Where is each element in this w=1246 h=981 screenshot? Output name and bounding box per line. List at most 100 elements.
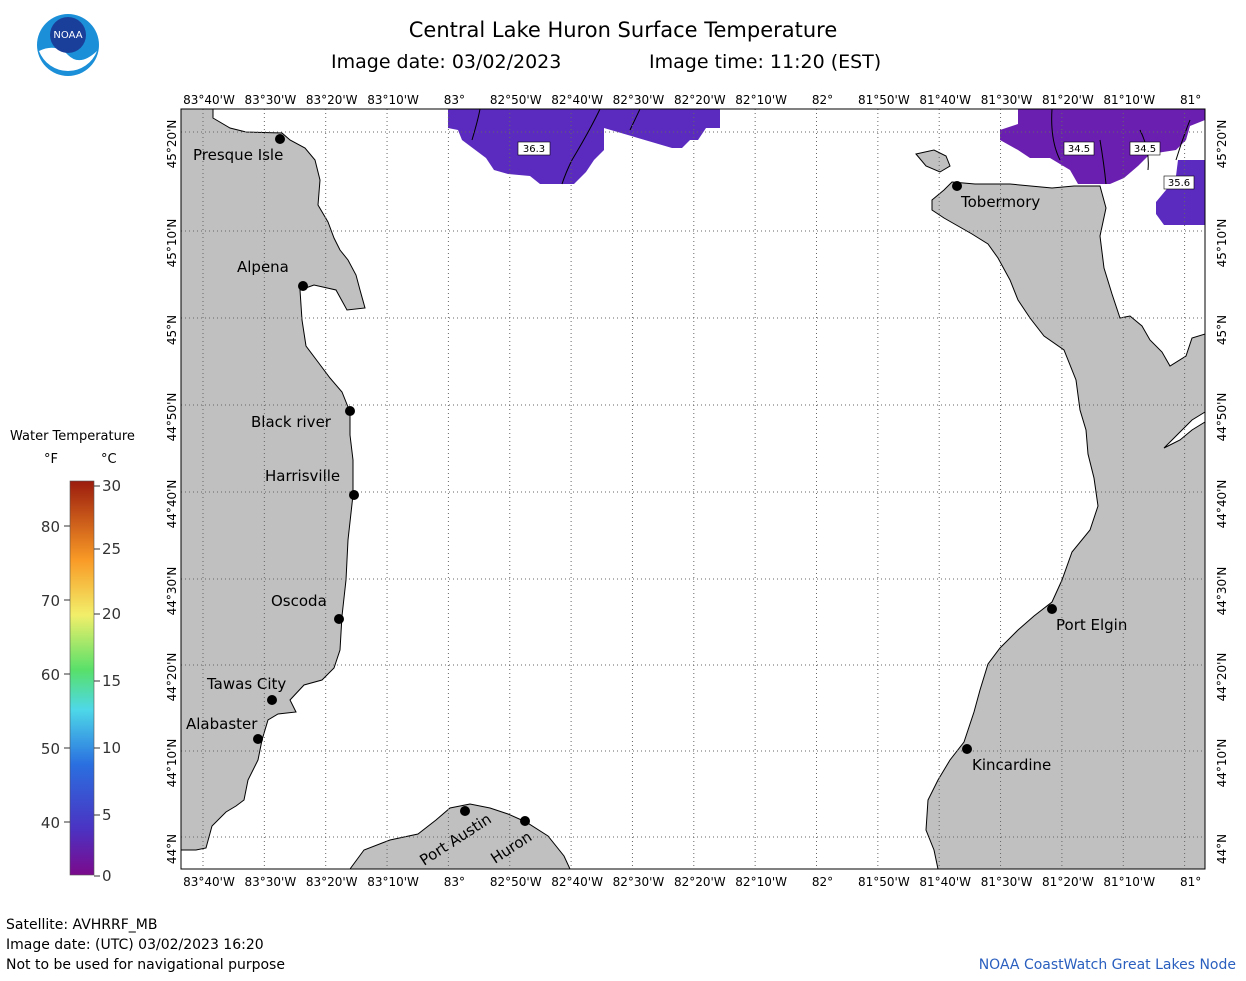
longitude-label: 82°	[812, 875, 833, 889]
legend-unit-f: °F	[44, 452, 58, 467]
city-dot	[298, 281, 308, 291]
latitude-label: 44°40'N	[165, 480, 179, 529]
longitude-label: 81°40'W	[919, 93, 971, 107]
temperature-colorbar	[69, 480, 95, 876]
city-label: Alpena	[237, 258, 289, 276]
city-dot	[962, 744, 972, 754]
longitude-label: 81°30'W	[981, 875, 1033, 889]
longitude-label: 83°40'W	[183, 875, 235, 889]
latitude-label: 44°30'N	[165, 567, 179, 616]
city-dot	[1047, 604, 1057, 614]
longitude-label: 81°50'W	[858, 875, 910, 889]
left-latitude-labels: 45°20'N 45°10'N 45°N 44°50'N 44°40'N 44°30'N 4…	[165, 120, 179, 865]
city-dot	[460, 806, 470, 816]
city-label: Black river	[251, 413, 332, 431]
map-frame	[180, 108, 1206, 870]
latitude-label: 44°50'N	[165, 393, 179, 442]
latitude-label: 44°40'N	[1215, 480, 1229, 529]
latitude-label: 44°50'N	[1215, 393, 1229, 442]
satellite-info: Satellite: AVHRRF_MB	[6, 917, 158, 933]
latitude-label: 44°10'N	[165, 739, 179, 788]
image-date: Image date: 03/02/2023	[331, 51, 562, 73]
ontario-land	[925, 181, 1206, 870]
top-longitude-labels: 83°40'W 83°30'W 83°20'W 83°10'W 83° 82°50'W 82…	[183, 93, 1201, 107]
bottom-longitude-labels: 83°40'W 83°30'W 83°20'W 83°10'W 83° 82°50'W 82…	[183, 875, 1201, 889]
michigan-land	[180, 108, 366, 851]
city-label: Alabaster	[186, 715, 258, 733]
sst-value-label: 34.5	[1129, 141, 1161, 156]
longitude-label: 83°40'W	[183, 93, 235, 107]
city-label: Tawas City	[206, 675, 286, 693]
credit-link[interactable]: NOAA CoastWatch Great Lakes Node	[978, 957, 1236, 973]
longitude-label: 83°	[444, 875, 465, 889]
longitude-label: 83°	[444, 93, 465, 107]
isotherm-line	[471, 108, 1191, 185]
svg-text:34.5: 34.5	[1134, 144, 1156, 155]
city-dot	[520, 816, 530, 826]
city-label: Tobermory	[960, 193, 1040, 211]
longitude-gridlines	[202, 109, 1186, 869]
latitude-label: 45°N	[165, 315, 179, 345]
latitude-label: 44°N	[1215, 834, 1229, 864]
city-label: Port Elgin	[1056, 616, 1127, 634]
city-dot	[253, 734, 263, 744]
legend-c-label: 5	[102, 806, 112, 824]
latitude-label: 45°10'N	[165, 219, 179, 268]
city-label: Oscoda	[271, 592, 327, 610]
longitude-label: 82°30'W	[613, 875, 665, 889]
legend-c-label: 30	[102, 477, 121, 495]
longitude-label: 81°20'W	[1042, 93, 1094, 107]
longitude-label: 83°30'W	[244, 875, 296, 889]
longitude-label: 82°	[812, 93, 833, 107]
longitude-label: 83°10'W	[367, 93, 419, 107]
longitude-label: 83°20'W	[306, 875, 358, 889]
longitude-label: 83°10'W	[367, 875, 419, 889]
longitude-label: 81°30'W	[981, 93, 1033, 107]
legend-f-label: 40	[41, 814, 60, 832]
longitude-label: 82°40'W	[551, 93, 603, 107]
city-dot	[349, 490, 359, 500]
latitude-label: 44°20'N	[165, 653, 179, 702]
sst-value-label: 34.5	[1063, 141, 1095, 156]
disclaimer: Not to be used for navigational purpose	[6, 957, 285, 973]
latitude-label: 44°N	[165, 834, 179, 864]
utc-date: Image date: (UTC) 03/02/2023 16:20	[6, 937, 264, 953]
svg-text:35.6: 35.6	[1168, 178, 1190, 189]
latitude-label: 45°N	[1215, 315, 1229, 345]
longitude-label: 82°50'W	[490, 93, 542, 107]
longitude-label: 82°10'W	[735, 875, 787, 889]
latitude-label: 44°30'N	[1215, 567, 1229, 616]
legend-c-label: 10	[102, 739, 121, 757]
image-time: Image time: 11:20 (EST)	[649, 51, 882, 73]
legend-f-label: 50	[41, 740, 60, 758]
latitude-label: 44°10'N	[1215, 739, 1229, 788]
longitude-label: 82°10'W	[735, 93, 787, 107]
legend-c-label: 25	[102, 540, 121, 558]
legend-f-label: 60	[41, 666, 60, 684]
city-dot	[334, 614, 344, 624]
map-title: Central Lake Huron Surface Temperature	[408, 18, 838, 42]
longitude-label: 82°30'W	[613, 93, 665, 107]
sst-value-label: 36.3	[517, 141, 551, 156]
longitude-label: 82°20'W	[674, 875, 726, 889]
svg-text:36.3: 36.3	[523, 144, 545, 155]
legend-unit-c: °C	[101, 452, 117, 467]
svg-text:34.5: 34.5	[1068, 144, 1090, 155]
longitude-label: 82°20'W	[674, 93, 726, 107]
noaa-logo: NOAA	[37, 14, 99, 76]
city-dot	[267, 695, 277, 705]
city-dot	[345, 406, 355, 416]
latitude-label: 45°20'N	[165, 120, 179, 169]
legend-f-label: 80	[41, 518, 60, 536]
right-latitude-labels: 45°20'N 45°10'N 45°N 44°50'N 44°40'N 44°30'N 4…	[1215, 120, 1229, 865]
island-land	[915, 149, 951, 173]
latitude-label: 44°20'N	[1215, 653, 1229, 702]
thumb-land	[349, 803, 571, 870]
legend-c-label: 20	[102, 605, 121, 623]
longitude-label: 81°	[1180, 93, 1201, 107]
longitude-label: 83°30'W	[244, 93, 296, 107]
sst-value-label: 35.6	[1163, 175, 1195, 190]
city-label: Harrisville	[265, 467, 340, 485]
